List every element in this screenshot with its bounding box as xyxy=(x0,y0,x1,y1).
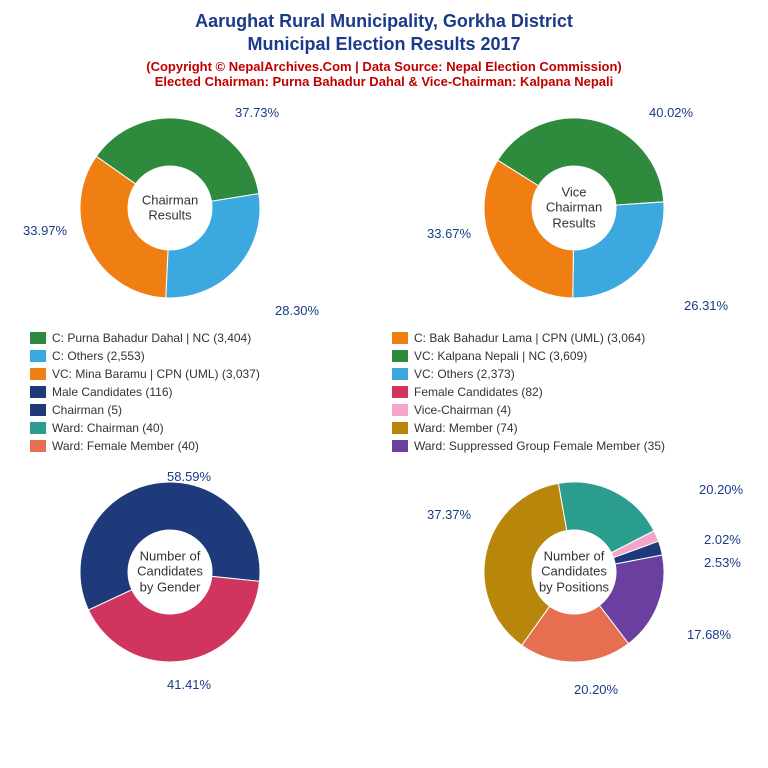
slice-pct-label: 2.02% xyxy=(704,532,741,547)
legend-swatch xyxy=(392,332,408,344)
legend-text: C: Bak Bahadur Lama | CPN (UML) (3,064) xyxy=(414,331,645,345)
donut-center-label: Number ofCandidatesby Gender xyxy=(137,548,203,595)
vice-chairman-chart: ViceChairmanResults 40.02% 26.31% 33.67% xyxy=(384,95,758,325)
legend-swatch xyxy=(30,386,46,398)
elected-line: Elected Chairman: Purna Bahadur Dahal & … xyxy=(0,74,768,89)
legend-text: C: Purna Bahadur Dahal | NC (3,404) xyxy=(52,331,251,345)
positions-chart: Number ofCandidatesby Positions 20.20% 2.0… xyxy=(384,463,758,693)
slice-pct-label: 20.20% xyxy=(574,682,618,697)
legend-item: C: Purna Bahadur Dahal | NC (3,404) xyxy=(30,331,376,345)
legend-text: VC: Others (2,373) xyxy=(414,367,515,381)
legend-item: Ward: Female Member (40) xyxy=(30,439,376,453)
slice-pct-label: 28.30% xyxy=(275,303,319,318)
legend-text: Chairman (5) xyxy=(52,403,122,417)
legend-item: C: Others (2,553) xyxy=(30,349,376,363)
slice-pct-label: 37.37% xyxy=(427,507,471,522)
slice-pct-label: 58.59% xyxy=(167,469,211,484)
legend-item: Male Candidates (116) xyxy=(30,385,376,399)
legend-item: Female Candidates (82) xyxy=(392,385,738,399)
donut-center-label: Number ofCandidatesby Positions xyxy=(539,548,609,595)
legend-swatch xyxy=(392,350,408,362)
legend-item: Vice-Chairman (4) xyxy=(392,403,738,417)
charts-grid: ChairmanResults 37.73% 28.30% 33.97% ViceCh… xyxy=(0,95,768,693)
slice-pct-label: 40.02% xyxy=(649,105,693,120)
slice-pct-label: 37.73% xyxy=(235,105,279,120)
legend-text: Ward: Chairman (40) xyxy=(52,421,164,435)
donut-center-label: ChairmanResults xyxy=(142,192,198,223)
slice-pct-label: 33.67% xyxy=(427,226,471,241)
slice-pct-label: 2.53% xyxy=(704,555,741,570)
slice-pct-label: 20.20% xyxy=(699,482,743,497)
legend-text: Ward: Female Member (40) xyxy=(52,439,199,453)
copyright-line: (Copyright © NepalArchives.Com | Data So… xyxy=(0,59,768,74)
header: Aarughat Rural Municipality, Gorkha Dist… xyxy=(0,0,768,95)
legend-text: Ward: Member (74) xyxy=(414,421,518,435)
legend-item: Ward: Chairman (40) xyxy=(30,421,376,435)
legend-text: VC: Mina Baramu | CPN (UML) (3,037) xyxy=(52,367,260,381)
page-title: Aarughat Rural Municipality, Gorkha Dist… xyxy=(0,10,768,57)
slice-pct-label: 17.68% xyxy=(687,627,731,642)
legend-swatch xyxy=(392,368,408,380)
legend-text: Female Candidates (82) xyxy=(414,385,543,399)
slice-pct-label: 26.31% xyxy=(684,298,728,313)
legend-swatch xyxy=(392,422,408,434)
legend-swatch xyxy=(392,440,408,452)
gender-chart: Number ofCandidatesby Gender 58.59% 41.41% xyxy=(10,463,384,693)
legend-text: VC: Kalpana Nepali | NC (3,609) xyxy=(414,349,587,363)
legend-swatch xyxy=(30,368,46,380)
legend-text: Ward: Suppressed Group Female Member (35… xyxy=(414,439,665,453)
legend-item: VC: Kalpana Nepali | NC (3,609) xyxy=(392,349,738,363)
legend-item: Ward: Member (74) xyxy=(392,421,738,435)
donut-center-label: ViceChairmanResults xyxy=(546,184,602,231)
legend-swatch xyxy=(30,350,46,362)
legend-swatch xyxy=(30,332,46,344)
legend-item: VC: Mina Baramu | CPN (UML) (3,037) xyxy=(30,367,376,381)
legend-swatch xyxy=(30,422,46,434)
chairman-chart: ChairmanResults 37.73% 28.30% 33.97% xyxy=(10,95,384,325)
legend-swatch xyxy=(392,386,408,398)
slice-pct-label: 33.97% xyxy=(23,223,67,238)
legend-text: C: Others (2,553) xyxy=(52,349,145,363)
legend-item: Ward: Suppressed Group Female Member (35… xyxy=(392,439,738,453)
slice-pct-label: 41.41% xyxy=(167,677,211,692)
legend-item: Chairman (5) xyxy=(30,403,376,417)
legend-swatch xyxy=(30,440,46,452)
legend: C: Purna Bahadur Dahal | NC (3,404) C: Ot… xyxy=(10,325,758,463)
legend-item: C: Bak Bahadur Lama | CPN (UML) (3,064) xyxy=(392,331,738,345)
legend-text: Vice-Chairman (4) xyxy=(414,403,511,417)
legend-swatch xyxy=(30,404,46,416)
legend-item: VC: Others (2,373) xyxy=(392,367,738,381)
legend-text: Male Candidates (116) xyxy=(52,385,173,399)
legend-swatch xyxy=(392,404,408,416)
